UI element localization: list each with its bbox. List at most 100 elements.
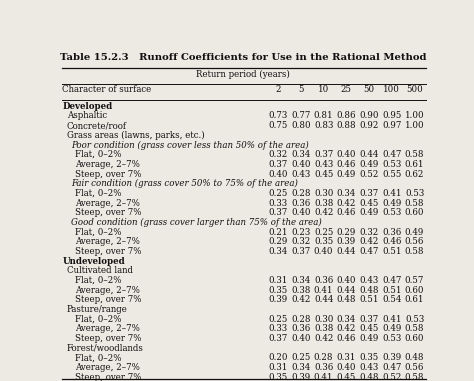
Text: 0.43: 0.43 [359, 363, 379, 372]
Text: 10: 10 [318, 85, 329, 94]
Text: 0.41: 0.41 [314, 373, 333, 381]
Text: 0.35: 0.35 [269, 286, 288, 295]
Text: 50: 50 [364, 85, 374, 94]
Text: 0.52: 0.52 [382, 373, 401, 381]
Text: 0.36: 0.36 [291, 325, 310, 333]
Text: 0.81: 0.81 [314, 111, 333, 120]
Text: 0.42: 0.42 [359, 237, 379, 246]
Text: 0.90: 0.90 [359, 111, 379, 120]
Text: Flat, 0–2%: Flat, 0–2% [75, 227, 122, 237]
Text: Average, 2–7%: Average, 2–7% [75, 363, 140, 372]
Text: 0.44: 0.44 [337, 247, 356, 256]
Text: 0.32: 0.32 [291, 237, 310, 246]
Text: Cultivated land: Cultivated land [66, 266, 133, 275]
Text: 0.40: 0.40 [291, 334, 310, 343]
Text: Concrete/roof: Concrete/roof [66, 121, 127, 130]
Text: 0.58: 0.58 [405, 199, 424, 208]
Text: 0.52: 0.52 [359, 170, 379, 179]
Text: 0.47: 0.47 [359, 247, 379, 256]
Text: 0.95: 0.95 [382, 111, 401, 120]
Text: 0.86: 0.86 [337, 111, 356, 120]
Text: 0.46: 0.46 [337, 334, 356, 343]
Text: 0.60: 0.60 [405, 208, 424, 217]
Text: Steep, over 7%: Steep, over 7% [75, 247, 142, 256]
Text: 0.55: 0.55 [382, 170, 401, 179]
Text: 0.83: 0.83 [314, 121, 333, 130]
Text: Average, 2–7%: Average, 2–7% [75, 160, 140, 169]
Text: 0.42: 0.42 [314, 334, 333, 343]
Text: 1.00: 1.00 [405, 121, 424, 130]
Text: 0.37: 0.37 [359, 315, 379, 324]
Text: 0.92: 0.92 [359, 121, 379, 130]
Text: 0.28: 0.28 [291, 189, 310, 198]
Text: 0.37: 0.37 [359, 189, 379, 198]
Text: 500: 500 [406, 85, 423, 94]
Text: 0.77: 0.77 [291, 111, 310, 120]
Text: 0.34: 0.34 [269, 247, 288, 256]
Text: 0.41: 0.41 [382, 189, 401, 198]
Text: 0.39: 0.39 [291, 373, 310, 381]
Text: 0.46: 0.46 [382, 237, 401, 246]
Text: 2: 2 [275, 85, 281, 94]
Text: 0.53: 0.53 [382, 334, 401, 343]
Text: Asphaltic: Asphaltic [66, 111, 107, 120]
Text: 0.45: 0.45 [314, 170, 333, 179]
Text: 0.41: 0.41 [314, 286, 333, 295]
Text: 0.47: 0.47 [382, 150, 401, 159]
Text: Flat, 0–2%: Flat, 0–2% [75, 150, 122, 159]
Text: 0.44: 0.44 [337, 286, 356, 295]
Text: 0.53: 0.53 [405, 315, 424, 324]
Text: 0.62: 0.62 [405, 170, 424, 179]
Text: 0.56: 0.56 [405, 237, 424, 246]
Text: 0.49: 0.49 [359, 334, 379, 343]
Text: 0.43: 0.43 [359, 276, 379, 285]
Text: 0.51: 0.51 [382, 247, 401, 256]
Text: 0.54: 0.54 [382, 295, 401, 304]
Text: 0.30: 0.30 [314, 189, 333, 198]
Text: 0.25: 0.25 [268, 315, 288, 324]
Text: 0.45: 0.45 [359, 199, 379, 208]
Text: 0.97: 0.97 [382, 121, 401, 130]
Text: 0.49: 0.49 [337, 170, 356, 179]
Text: 0.40: 0.40 [314, 247, 333, 256]
Text: 0.28: 0.28 [291, 315, 310, 324]
Text: 0.43: 0.43 [314, 160, 333, 169]
Text: Developed: Developed [62, 102, 112, 111]
Text: 0.53: 0.53 [405, 189, 424, 198]
Text: 0.25: 0.25 [314, 227, 333, 237]
Text: 0.42: 0.42 [337, 325, 356, 333]
Text: 0.58: 0.58 [405, 247, 424, 256]
Text: 0.35: 0.35 [359, 354, 379, 362]
Text: 0.40: 0.40 [337, 276, 356, 285]
Text: 0.48: 0.48 [359, 286, 379, 295]
Text: Average, 2–7%: Average, 2–7% [75, 237, 140, 246]
Text: 0.35: 0.35 [314, 237, 333, 246]
Text: 0.58: 0.58 [405, 373, 424, 381]
Text: 0.57: 0.57 [405, 276, 424, 285]
Text: Forest/woodlands: Forest/woodlands [66, 344, 144, 353]
Text: 0.47: 0.47 [382, 363, 401, 372]
Text: 0.49: 0.49 [382, 325, 401, 333]
Text: 0.40: 0.40 [291, 160, 310, 169]
Text: 0.39: 0.39 [337, 237, 356, 246]
Text: 0.36: 0.36 [382, 227, 401, 237]
Text: 0.20: 0.20 [268, 354, 288, 362]
Text: 5: 5 [298, 85, 304, 94]
Text: 0.40: 0.40 [291, 208, 310, 217]
Text: Flat, 0–2%: Flat, 0–2% [75, 276, 122, 285]
Text: 1.00: 1.00 [405, 111, 424, 120]
Text: 0.36: 0.36 [291, 199, 310, 208]
Text: 100: 100 [383, 85, 400, 94]
Text: 0.46: 0.46 [337, 208, 356, 217]
Text: 0.34: 0.34 [337, 315, 356, 324]
Text: 0.88: 0.88 [337, 121, 356, 130]
Text: 0.56: 0.56 [405, 363, 424, 372]
Text: 0.23: 0.23 [291, 227, 310, 237]
Text: 0.61: 0.61 [405, 295, 424, 304]
Text: 0.48: 0.48 [405, 354, 424, 362]
Text: 0.51: 0.51 [359, 295, 379, 304]
Text: 0.38: 0.38 [314, 199, 333, 208]
Text: Flat, 0–2%: Flat, 0–2% [75, 354, 122, 362]
Text: 0.42: 0.42 [291, 295, 310, 304]
Text: 0.51: 0.51 [382, 286, 401, 295]
